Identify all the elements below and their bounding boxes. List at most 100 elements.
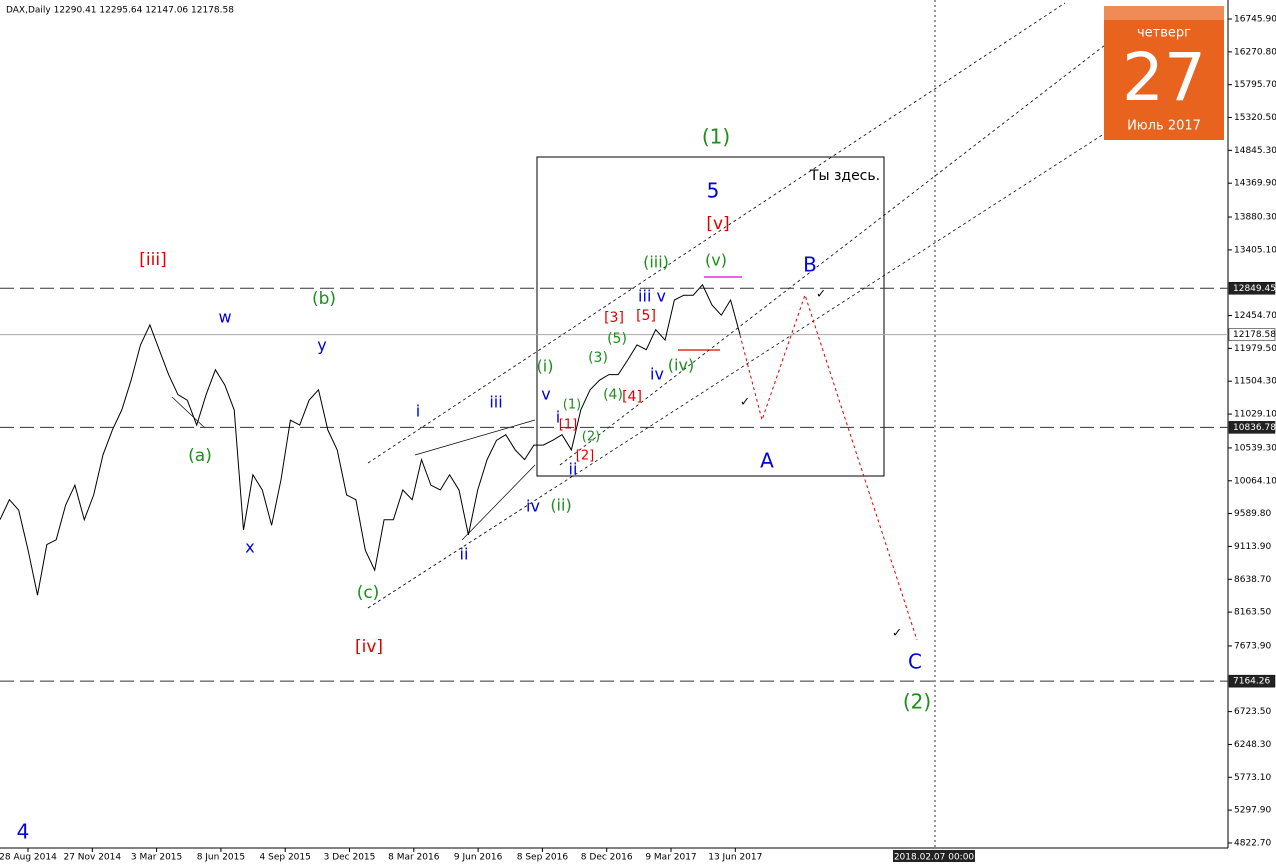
wave-label: [1]	[559, 418, 577, 433]
y-tick-label: 14369.90	[1234, 179, 1276, 189]
chart-title: DAX,Daily 12290.41 12295.64 12147.06 121…	[6, 6, 234, 16]
y-tick-label: 12454.70	[1234, 311, 1276, 321]
wave-label: (iv)	[668, 356, 694, 375]
y-tick-label: 9113.90	[1234, 542, 1271, 552]
wave-label: (4)	[603, 387, 623, 403]
cursor-time-box	[893, 850, 975, 862]
wave-label: (1)	[563, 398, 581, 413]
wave-label: iv	[650, 365, 664, 384]
y-tick-label: 5297.90	[1234, 806, 1271, 816]
level-label: 10836.78	[1233, 423, 1276, 433]
y-tick-label: 11029.10	[1234, 410, 1276, 420]
wave-label: A	[760, 449, 774, 473]
wave-label: 5	[707, 179, 720, 203]
calendar-day: 27	[1122, 39, 1206, 116]
focus-box	[536, 156, 885, 477]
check-mark: ✓	[816, 287, 826, 301]
wave-label: (a)	[188, 446, 212, 466]
check-mark: ✓	[892, 626, 902, 640]
wave-label: 4	[17, 820, 30, 844]
y-tick-label: 6723.50	[1234, 707, 1271, 717]
wave-label: C	[908, 650, 922, 674]
wave-label: [3]	[604, 310, 624, 326]
check-marks: ✓ ✓ ✓	[740, 287, 902, 640]
y-tick-label: 14845.30	[1234, 146, 1276, 156]
channel-lines	[367, 2, 1111, 609]
wave-label: (v)	[705, 251, 727, 270]
wave-label: [iii]	[139, 250, 166, 270]
calendar-rings	[1104, 6, 1224, 20]
calendar-weekday: четверг	[1137, 26, 1191, 41]
level-label-box	[1228, 674, 1276, 688]
y-tick-label: 15795.70	[1234, 80, 1276, 90]
wave-label: [v]	[706, 214, 729, 234]
y-tick-label: 13880.30	[1234, 213, 1276, 223]
x-tick-label: 3 Dec 2015	[324, 853, 376, 863]
wave-label: (3)	[588, 350, 608, 366]
wave-label: (iii)	[643, 253, 669, 272]
check-mark: ✓	[740, 395, 750, 409]
wave-label: iii	[489, 393, 502, 412]
wave-label: (ii)	[550, 496, 571, 515]
calendar-body	[1104, 6, 1224, 140]
level-label: 7164.26	[1233, 677, 1270, 687]
wave-label: (5)	[607, 331, 627, 347]
x-tick-label: 8 Mar 2016	[388, 853, 440, 863]
wave-label: w	[218, 308, 231, 327]
wave-label: (c)	[357, 583, 380, 603]
y-tick-label: 10539.30	[1234, 443, 1276, 453]
y-tick-label: 10064.10	[1234, 476, 1276, 486]
x-tick-label: 9 Mar 2017	[645, 853, 696, 863]
y-tick-label: 15320.50	[1234, 113, 1276, 123]
x-tick-label: 27 Nov 2014	[63, 853, 121, 863]
y-tick-label: 16270.80	[1234, 47, 1276, 57]
wave-label: (2)	[903, 690, 931, 714]
calendar-month: Июль 2017	[1127, 119, 1201, 134]
x-tick-label: 8 Jun 2015	[197, 853, 245, 863]
wave-label: iii v	[638, 287, 666, 306]
level-label: 12849.45	[1233, 284, 1276, 294]
wave-label: (1)	[702, 125, 730, 149]
wave-label: [5]	[636, 308, 656, 324]
wave-label: (b)	[312, 289, 336, 309]
wave-label: Ты здесь.	[809, 168, 880, 184]
y-tick-label: 7673.90	[1234, 641, 1271, 651]
wave-label: [4]	[622, 389, 642, 405]
y-tick-label: 4822.70	[1234, 838, 1271, 848]
wave-label: [iv]	[355, 637, 383, 657]
y-tick-label: 16745.90	[1234, 15, 1276, 25]
wave-label: y	[317, 336, 326, 355]
y-tick-label: 6248.30	[1234, 740, 1271, 750]
x-tick-label: 28 Aug 2014	[0, 853, 57, 863]
x-tick-label: 4 Sep 2015	[260, 853, 311, 863]
wave-label: iv	[526, 497, 540, 516]
y-tick-label: 8163.50	[1234, 608, 1271, 618]
y-tick-label: 9589.80	[1234, 509, 1271, 519]
y-tick-label: 5773.10	[1234, 773, 1271, 783]
x-tick-label: 8 Sep 2016	[517, 853, 569, 863]
y-tick-label: 11504.30	[1234, 377, 1276, 387]
level-label: 12178.58	[1233, 330, 1276, 340]
y-tick-label: 8638.70	[1234, 575, 1271, 585]
level-label-box	[1228, 421, 1276, 434]
wave-label: ii	[460, 545, 469, 564]
wedge-lines	[171, 396, 536, 541]
y-tick-label: 13405.10	[1234, 245, 1276, 255]
x-tick-label: 3 Mar 2015	[131, 853, 182, 863]
level-label-box	[1228, 282, 1276, 295]
wave-label: [2]	[576, 449, 594, 464]
wave-label: x	[245, 538, 254, 557]
price-line	[0, 283, 741, 596]
wave-label: (i)	[537, 357, 554, 376]
wave-label: ii	[569, 460, 578, 479]
calendar-widget: четверг 27 Июль 2017	[1104, 6, 1224, 140]
wave-label: B	[803, 253, 817, 277]
wave-label: v	[541, 385, 550, 404]
x-tick-label: 9 Jun 2016	[454, 853, 503, 863]
x-tick-label: 8 Dec 2016	[581, 853, 633, 863]
wave-label: (2)	[582, 430, 600, 445]
wave-label: i	[556, 408, 560, 427]
y-tick-label: 11979.50	[1234, 344, 1276, 354]
